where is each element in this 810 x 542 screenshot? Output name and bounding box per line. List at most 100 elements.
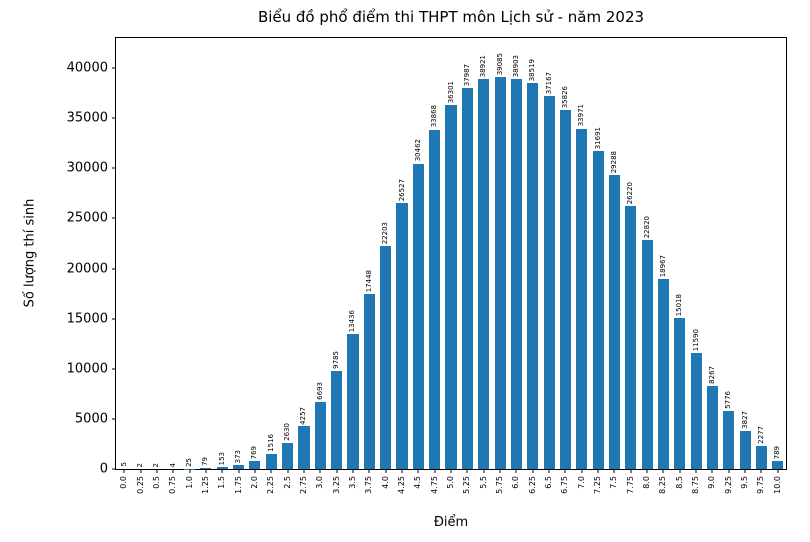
bar-value-label: 29288	[609, 151, 618, 174]
bar	[216, 467, 228, 469]
x-tick-mark	[123, 469, 125, 473]
bar-value-label: 5776	[724, 391, 733, 410]
x-tick-label: 1.25	[200, 476, 210, 494]
x-tick-mark	[385, 469, 387, 473]
y-tick-mark	[112, 217, 116, 219]
bar	[494, 77, 506, 469]
bar-group: 4	[165, 38, 181, 469]
x-tick-label: 2.0	[249, 476, 259, 489]
x-tick-mark	[662, 469, 664, 473]
bar	[461, 88, 473, 469]
bar-value-label: 373	[234, 449, 243, 464]
x-tick-mark	[581, 469, 583, 473]
x-tick-mark	[466, 469, 468, 473]
y-tick-mark	[112, 468, 116, 470]
bar	[657, 278, 670, 469]
bar-value-label: 2277	[757, 426, 766, 445]
x-tick-label: 9.75	[756, 476, 766, 494]
x-tick-label: 5.0	[446, 476, 455, 489]
x-tick-mark	[777, 469, 779, 473]
bar-group: 79	[198, 38, 214, 469]
x-tick-mark	[450, 469, 452, 473]
bar-value-label: 153	[217, 452, 226, 466]
y-axis-label: Số lượng thí sinh	[22, 198, 38, 308]
bar-group: 18967	[655, 38, 671, 469]
bar-group: 31691	[590, 38, 606, 469]
bar	[298, 426, 310, 469]
x-tick-label: 5.75	[495, 476, 505, 494]
bar-value-label: 13436	[348, 310, 357, 333]
bar-value-label: 769	[250, 445, 259, 460]
bar-group: 2630	[279, 38, 295, 469]
bar-group: 35826	[557, 38, 573, 469]
bar	[592, 151, 604, 469]
x-tick-mark	[483, 469, 485, 473]
x-tick-mark	[679, 469, 681, 473]
bar-group: 26527	[394, 38, 410, 469]
x-tick-label: 5.25	[462, 476, 472, 494]
x-tick-label: 1.0	[184, 476, 194, 489]
bar	[756, 446, 768, 469]
bar	[510, 79, 522, 469]
bar	[412, 163, 424, 469]
bar-value-label: 5	[119, 462, 128, 467]
bar-value-label: 38903	[511, 54, 520, 78]
bar-group: 2	[132, 38, 148, 469]
x-tick-mark	[254, 469, 256, 473]
bar-group: 5776	[721, 38, 737, 469]
bar-group: 26220	[623, 38, 639, 469]
x-tick-label: 6.0	[511, 476, 521, 489]
x-tick-label: 1.5	[217, 476, 227, 489]
x-tick-mark	[760, 469, 762, 473]
bar-group: 3827	[737, 38, 753, 469]
bar-value-label: 25	[185, 457, 194, 467]
x-tick-mark	[401, 469, 403, 473]
x-tick-mark	[695, 469, 697, 473]
x-tick-label: 8.25	[658, 476, 668, 494]
bar-group: 17448	[361, 38, 377, 469]
bar-group: 1516	[263, 38, 279, 469]
bar-group: 4257	[296, 38, 312, 469]
bar	[706, 386, 719, 469]
x-tick-label: 4.25	[396, 476, 406, 494]
bar-group: 30462	[410, 38, 426, 469]
bar	[249, 461, 261, 469]
bar-group: 789	[770, 38, 786, 469]
x-tick-label: 10.0	[772, 476, 782, 494]
bar-group: 2	[149, 38, 165, 469]
bar	[608, 175, 621, 469]
bar-group: 22203	[378, 38, 394, 469]
bar-value-label: 26527	[397, 178, 406, 202]
bar-group: 2277	[753, 38, 769, 469]
bar-group: 8267	[704, 38, 720, 469]
bar-value-label: 8267	[708, 366, 717, 385]
x-tick-label: 4.0	[380, 476, 390, 489]
y-tick-mark	[112, 318, 116, 320]
bar-value-label: 22203	[381, 222, 390, 245]
x-tick-label: 2.5	[282, 476, 292, 489]
x-tick-label: 6.25	[527, 476, 537, 494]
x-tick-mark	[352, 469, 354, 473]
y-tick-label: 25000	[66, 210, 108, 226]
x-tick-mark	[532, 469, 534, 473]
x-tick-mark	[303, 469, 305, 473]
bar	[396, 203, 408, 469]
bar-value-label: 30462	[413, 139, 422, 162]
bar	[772, 461, 784, 469]
bar-group: 9785	[328, 38, 344, 469]
bar	[331, 370, 343, 469]
x-tick-mark	[728, 469, 730, 473]
bar-value-label: 35826	[560, 85, 569, 108]
bar-group: 29288	[606, 38, 622, 469]
bar-value-label: 2	[152, 462, 161, 467]
bar	[543, 96, 555, 469]
plot-area: 5 2 2 4 25 79 153 373 769 1516 2630 4257 6693 9785 134…	[67, 37, 787, 494]
x-tick-label: 7.75	[625, 476, 635, 494]
x-tick-mark	[613, 469, 615, 473]
bar-value-label: 17448	[364, 269, 373, 293]
bar	[200, 468, 212, 469]
bar-value-label: 79	[201, 457, 210, 467]
x-tick-label: 8.0	[642, 476, 652, 489]
bar-value-label: 39085	[495, 52, 504, 76]
bar-value-label: 11590	[691, 328, 700, 351]
